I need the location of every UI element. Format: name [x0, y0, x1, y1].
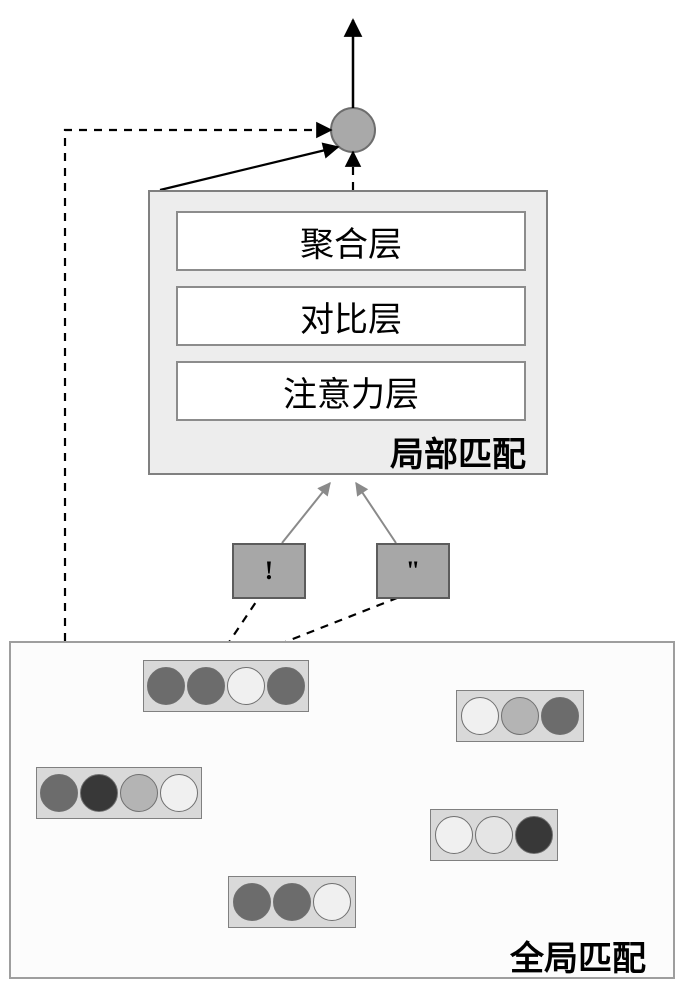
diagram-canvas: 局部匹配 聚合层 对比层 注意力层 ! " 全局匹配: [0, 0, 688, 1000]
token-left-text: !: [265, 556, 274, 586]
embedding-circle: [160, 774, 198, 812]
attention-layer-box: 注意力层: [176, 361, 526, 421]
embedding-circle: [313, 883, 351, 921]
embedding-circle: [273, 883, 311, 921]
aggregation-layer-text: 聚合层: [300, 217, 402, 266]
embedding-e0: [143, 660, 309, 712]
embedding-circle: [80, 774, 118, 812]
contrast-layer-text: 对比层: [300, 292, 402, 341]
attention-layer-text: 注意力层: [283, 367, 419, 416]
aggregation-layer-box: 聚合层: [176, 211, 526, 271]
contrast-layer-box: 对比层: [176, 286, 526, 346]
embedding-circle: [541, 697, 579, 735]
embedding-circle: [147, 667, 185, 705]
local-match-label: 局部匹配: [390, 427, 526, 476]
embedding-circle: [515, 816, 553, 854]
embedding-circle: [233, 883, 271, 921]
embedding-circle: [227, 667, 265, 705]
embedding-circle: [120, 774, 158, 812]
embedding-circle: [435, 816, 473, 854]
embedding-e4: [228, 876, 356, 928]
embedding-e1: [456, 690, 584, 742]
embedding-circle: [40, 774, 78, 812]
embedding-circle: [267, 667, 305, 705]
global-match-label: 全局匹配: [510, 931, 646, 980]
embedding-circle: [461, 697, 499, 735]
token-box-right: ": [376, 543, 450, 599]
embedding-circle: [187, 667, 225, 705]
embedding-e3: [430, 809, 558, 861]
embedding-circle: [475, 816, 513, 854]
token-right-text: ": [406, 556, 420, 586]
embedding-e2: [36, 767, 202, 819]
token-box-left: !: [232, 543, 306, 599]
embedding-circle: [501, 697, 539, 735]
